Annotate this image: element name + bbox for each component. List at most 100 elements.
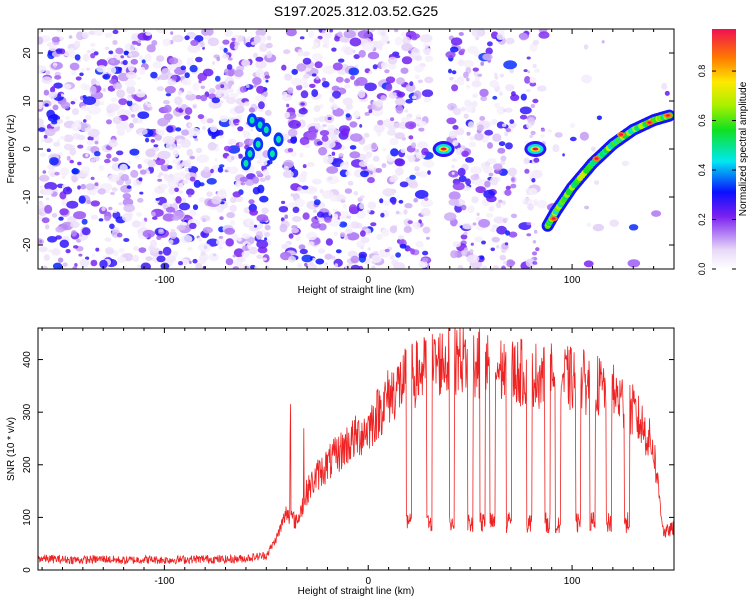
spectrogram-speck <box>94 151 101 157</box>
spectrogram-speck <box>384 69 390 74</box>
spectrogram-speck <box>120 55 124 59</box>
spectrogram-speck <box>533 261 538 265</box>
spectrogram-speck <box>357 30 371 39</box>
spectrogram-speck <box>313 117 319 123</box>
cluster-core <box>255 140 261 148</box>
spectrogram-speck <box>464 99 472 107</box>
spectrogram-speck <box>288 119 301 129</box>
spectrogram-speck <box>82 96 97 105</box>
spectrogram-speck <box>242 130 251 138</box>
spectrogram-speck <box>80 105 90 111</box>
spectrogram-speck <box>353 79 360 87</box>
spectrogram-speck <box>208 252 219 262</box>
spectrogram-speck <box>324 262 328 266</box>
spectrogram-speck <box>259 195 269 203</box>
spectrogram-speck <box>327 176 333 181</box>
colorbar-tick-label: 0.4 <box>697 164 707 177</box>
spectrogram-speck <box>71 69 77 76</box>
spectrogram-speck <box>528 187 538 196</box>
spectrogram-speck <box>180 65 187 71</box>
spectrogram-speck <box>339 232 346 238</box>
spectrogram-speck <box>57 257 64 263</box>
spectrogram-speck <box>301 254 313 263</box>
spectrogram-speck <box>198 243 212 252</box>
spectrogram-speck <box>81 227 91 236</box>
spectrogram-speck <box>532 63 537 69</box>
spectrogram-speck <box>86 200 92 205</box>
spectrogram-speck <box>448 130 458 139</box>
spectrogram-speck <box>210 124 218 133</box>
spectrogram-speck <box>278 206 289 213</box>
spectrogram-speck <box>184 35 190 41</box>
spectrogram-speck <box>291 216 302 222</box>
spectrogram-speck <box>135 127 148 136</box>
spectrogram-speck <box>301 185 309 190</box>
spectrogram-speck <box>106 153 112 159</box>
spectrogram-speck <box>425 236 430 240</box>
spectrogram-speck <box>319 189 324 194</box>
spectrogram-speck <box>130 114 136 118</box>
spectrogram-speck <box>211 196 222 205</box>
spectrogram-speck <box>134 155 141 160</box>
spectrogram-speck <box>529 81 537 87</box>
spectrogram-speck <box>422 47 432 54</box>
spectrogram-speck <box>465 178 471 186</box>
spectrogram-speck <box>186 148 193 157</box>
spectrogram-speck <box>46 109 55 119</box>
spectrogram-speck <box>51 85 55 90</box>
spectrogram-speck <box>526 233 532 237</box>
spectrogram-speck <box>59 136 65 140</box>
spectrogram-speck <box>77 185 81 190</box>
spectrogram-speck <box>147 159 156 168</box>
spectrogram-speck <box>254 266 259 269</box>
spectrogram-speck <box>217 129 224 136</box>
spectrogram-speck <box>137 264 141 269</box>
spectrogram-speck <box>319 130 330 136</box>
spectrogram-speck <box>526 56 531 60</box>
spectrogram-speck <box>423 43 430 48</box>
spectrogram-speck <box>261 229 266 233</box>
spectrogram-speck <box>349 151 361 159</box>
spectrogram-speck <box>108 174 120 183</box>
spectrogram-speck <box>233 118 240 124</box>
spectrogram-speck <box>137 164 142 169</box>
spectrogram-speck <box>196 154 210 163</box>
spectrogram-speck <box>317 35 323 40</box>
spectrogram-speck <box>166 255 177 263</box>
spectrogram-speck <box>172 34 184 43</box>
spectrogram-speck <box>315 258 325 265</box>
colorbar-tick-label: 0.8 <box>697 65 707 78</box>
spectrogram-speck <box>46 148 51 152</box>
spectrogram-speck <box>85 183 96 191</box>
spectrogram-speck <box>139 191 144 195</box>
spectrogram-speck <box>298 244 306 250</box>
spectrogram-speck <box>494 102 500 109</box>
spectrogram-speck <box>445 51 456 59</box>
spectrogram-speck <box>198 255 207 265</box>
spectrogram-speck <box>38 29 42 35</box>
spectrogram-speck <box>219 216 224 221</box>
spectrogram-speck <box>586 222 592 227</box>
spectrogram-speck <box>51 36 61 43</box>
spectrogram-speck <box>252 52 258 59</box>
spectrogram-speck <box>381 34 389 43</box>
spectrogram-speck <box>178 261 183 266</box>
spectrogram-speck <box>189 64 198 73</box>
spectrogram-speck <box>225 88 232 93</box>
spectrogram-speck <box>538 31 550 39</box>
spectrogram-speck <box>467 45 479 55</box>
spectrogram-speck <box>240 182 246 186</box>
spectrogram-speck <box>338 58 345 63</box>
spectrogram-speck <box>311 53 323 62</box>
spectrogram-speck <box>308 241 315 246</box>
spectrogram-speck <box>158 250 163 255</box>
spectrogram-speck <box>101 206 106 212</box>
spectrogram-speck <box>38 215 42 220</box>
spectrogram-speck <box>184 115 191 120</box>
spectrogram-speck <box>119 104 123 109</box>
spectrogram-speck <box>331 85 340 92</box>
spectrogram-speck <box>498 141 506 147</box>
spectrogram-speck <box>129 148 140 156</box>
spectrogram-speck <box>206 118 214 124</box>
